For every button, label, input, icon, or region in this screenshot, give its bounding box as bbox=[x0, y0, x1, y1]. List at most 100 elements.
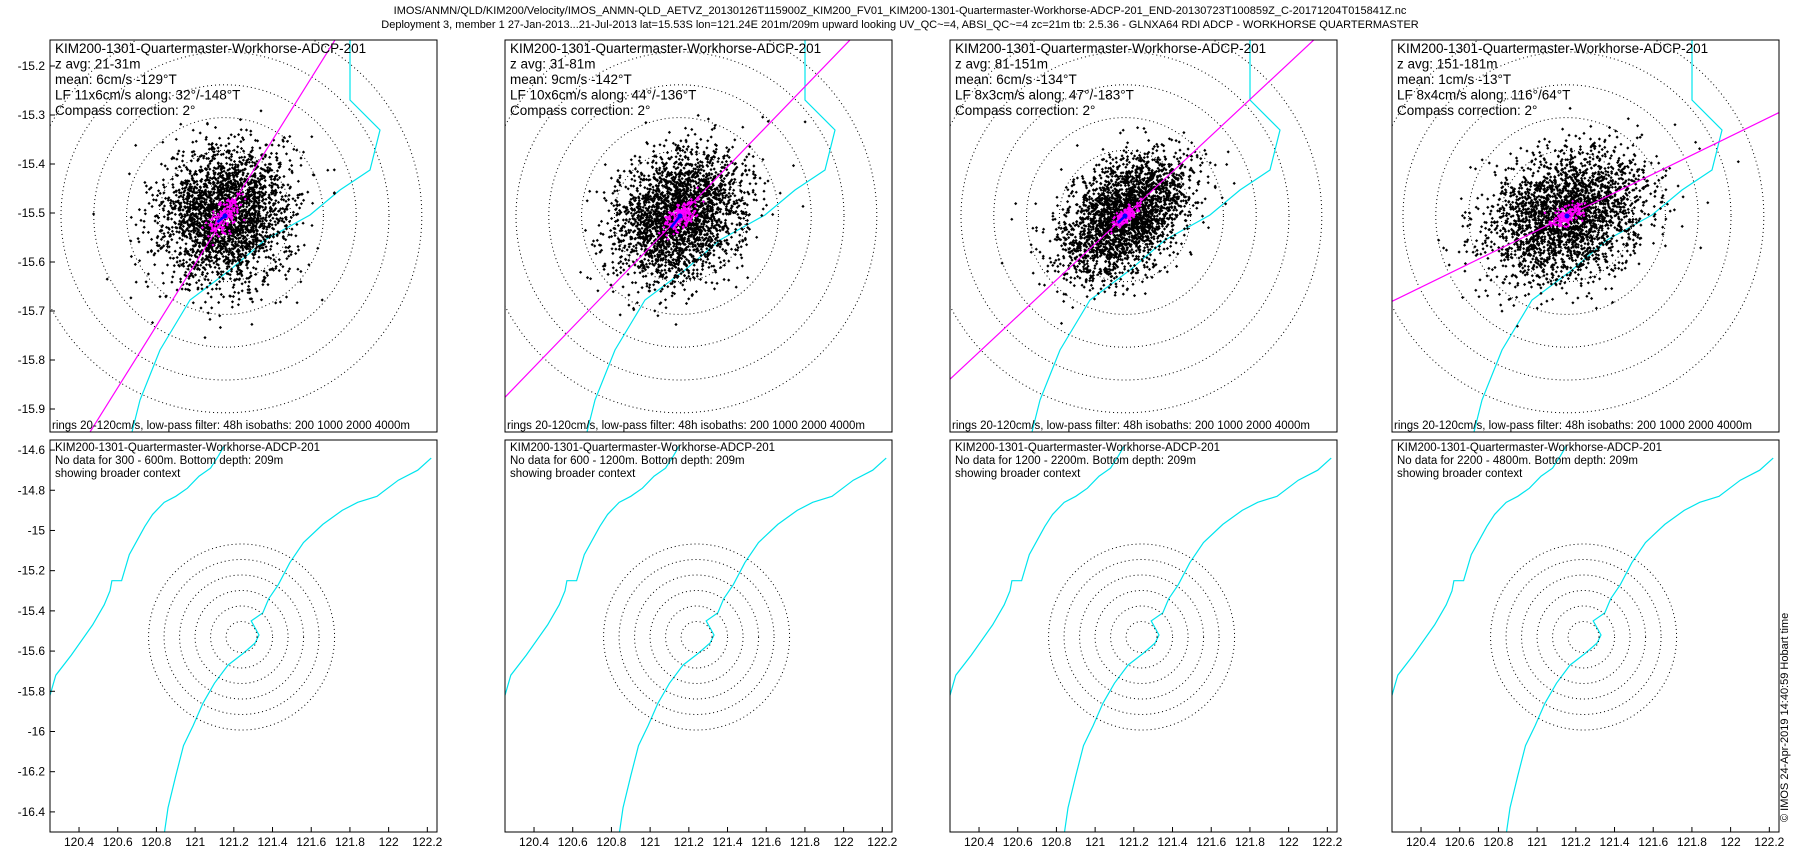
context-ring bbox=[634, 574, 760, 700]
axes-frame bbox=[949, 39, 1338, 433]
panel-footer-text: rings 20-120cm/s, low-pass filter: 48h i… bbox=[1394, 420, 1752, 432]
xtick-label: 121 bbox=[1527, 835, 1547, 849]
xtick-label: 120.8 bbox=[141, 835, 171, 849]
ytick-label: -15.8 bbox=[18, 353, 46, 367]
current-scatter-panel-1: KIM200-1301-Quartermaster-Workhorse-ADCP… bbox=[18, 39, 438, 433]
speed-ring-80 bbox=[1435, 84, 1699, 348]
xtick-label: 120.8 bbox=[596, 835, 626, 849]
context-ring bbox=[210, 605, 274, 669]
panel-title-line-1: KIM200-1301-Quartermaster-Workhorse-ADCP… bbox=[1397, 41, 1708, 56]
isobath-line bbox=[1473, 40, 1723, 432]
panel-title-line-3: mean: 9cm/s -142°T bbox=[510, 72, 632, 87]
xtick-label: 121 bbox=[640, 835, 660, 849]
panel-title-line-5: Compass correction: 2° bbox=[510, 103, 650, 118]
ytick-label: -16.4 bbox=[18, 805, 46, 819]
xtick-label: 121.4 bbox=[1158, 835, 1188, 849]
xtick-label: 120.4 bbox=[64, 835, 94, 849]
xtick-label: 121.6 bbox=[1196, 835, 1226, 849]
ytick-label: -15.4 bbox=[18, 604, 46, 618]
xtick-label: 120.4 bbox=[964, 835, 994, 849]
xtick-label: 121.8 bbox=[335, 835, 365, 849]
ytick-label: -15.6 bbox=[18, 644, 46, 658]
current-scatter-panel-3: KIM200-1301-Quartermaster-Workhorse-ADCP… bbox=[949, 39, 1338, 433]
xtick-label: 121.2 bbox=[674, 835, 704, 849]
context-ring bbox=[1505, 559, 1662, 716]
xtick-label: 121.8 bbox=[1677, 835, 1707, 849]
context-ring bbox=[1063, 559, 1220, 716]
panel-title-line-2: z avg: 151-181m bbox=[1397, 57, 1498, 72]
context-ring bbox=[649, 590, 744, 685]
ytick-label: -15.4 bbox=[18, 157, 46, 171]
ytick-label: -15.5 bbox=[18, 206, 46, 220]
panel-title-line-1: KIM200-1301-Quartermaster-Workhorse-ADCP… bbox=[55, 442, 320, 454]
isobath-line bbox=[586, 40, 836, 432]
current-scatter-panel-2: KIM200-1301-Quartermaster-Workhorse-ADCP… bbox=[504, 39, 893, 433]
panel-footer-text: rings 20-120cm/s, low-pass filter: 48h i… bbox=[52, 420, 410, 432]
panel-title-line-4: LF 8x3cm/s along: 47°/-133°T bbox=[955, 88, 1134, 103]
panel-title-line-1: KIM200-1301-Quartermaster-Workhorse-ADCP… bbox=[955, 41, 1266, 56]
panel-title-line-2: No data for 300 - 600m. Bottom depth: 20… bbox=[55, 455, 283, 467]
panel-title-line-1: KIM200-1301-Quartermaster-Workhorse-ADCP… bbox=[510, 41, 821, 56]
xtick-label: 122.2 bbox=[867, 835, 897, 849]
panel-footer-text: rings 20-120cm/s, low-pass filter: 48h i… bbox=[952, 420, 1310, 432]
xtick-label: 121.4 bbox=[1600, 835, 1630, 849]
panel-title-line-4: LF 11x6cm/s along: 32°/-148°T bbox=[55, 88, 240, 103]
panel-title-line-3: showing broader context bbox=[55, 468, 181, 480]
mean-point bbox=[1564, 213, 1570, 219]
ytick-label: -14.6 bbox=[18, 443, 46, 457]
panel-footer-text: rings 20-120cm/s, low-pass filter: 48h i… bbox=[507, 420, 865, 432]
xtick-label: 122.2 bbox=[412, 835, 442, 849]
panel-title-line-3: showing broader context bbox=[1397, 468, 1523, 480]
speed-ring-60 bbox=[126, 117, 324, 315]
speed-ring-120 bbox=[505, 40, 878, 414]
panel-title-line-1: KIM200-1301-Quartermaster-Workhorse-ADCP… bbox=[955, 442, 1220, 454]
speed-ring-40 bbox=[158, 149, 292, 283]
context-ring bbox=[1536, 590, 1631, 685]
ytick-label: -14.8 bbox=[18, 483, 46, 497]
axes-frame bbox=[504, 39, 893, 433]
context-ring bbox=[1094, 590, 1189, 685]
panel-title-line-3: mean: 6cm/s -134°T bbox=[955, 72, 1077, 87]
mean-point bbox=[677, 213, 683, 219]
xtick-label: 120.6 bbox=[1003, 835, 1033, 849]
ytick-label: -15.8 bbox=[18, 684, 46, 698]
xtick-label: 120.8 bbox=[1483, 835, 1513, 849]
speed-ring-120 bbox=[950, 40, 1323, 414]
context-map-panel-1: KIM200-1301-Quartermaster-Workhorse-ADCP… bbox=[18, 439, 443, 849]
panel-title-line-1: KIM200-1301-Quartermaster-Workhorse-ADCP… bbox=[55, 41, 366, 56]
panel-title-line-5: Compass correction: 2° bbox=[55, 103, 195, 118]
velocity-scatter-points bbox=[92, 109, 336, 340]
xtick-label: 121.2 bbox=[1561, 835, 1591, 849]
axes-frame bbox=[49, 439, 438, 833]
context-ring bbox=[680, 621, 713, 654]
xtick-label: 122 bbox=[379, 835, 399, 849]
speed-ring-60 bbox=[1026, 117, 1224, 315]
velocity-scatter-points bbox=[579, 113, 807, 327]
context-ring bbox=[665, 605, 729, 669]
context-map-panel-4: KIM200-1301-Quartermaster-Workhorse-ADCP… bbox=[1391, 439, 1785, 849]
current-scatter-panel-4: KIM200-1301-Quartermaster-Workhorse-ADCP… bbox=[1391, 39, 1780, 433]
coastline bbox=[505, 445, 680, 696]
xtick-label: 121.8 bbox=[790, 835, 820, 849]
isobath-line bbox=[131, 40, 381, 432]
panel-title-line-3: mean: 1cm/s -13°T bbox=[1397, 72, 1511, 87]
xtick-label: 120.6 bbox=[103, 835, 133, 849]
context-map-panel-2: KIM200-1301-Quartermaster-Workhorse-ADCP… bbox=[504, 439, 898, 849]
ytick-label: -15.9 bbox=[18, 402, 46, 416]
speed-ring-80 bbox=[93, 84, 357, 348]
panel-title-line-3: mean: 6cm/s -129°T bbox=[55, 72, 177, 87]
context-ring bbox=[1079, 574, 1205, 700]
panel-title-line-5: Compass correction: 2° bbox=[955, 103, 1095, 118]
xtick-label: 121 bbox=[1085, 835, 1105, 849]
header-title-line2: Deployment 3, member 1 27-Jan-2013...21-… bbox=[381, 19, 1419, 31]
xtick-label: 121.6 bbox=[751, 835, 781, 849]
axes-frame bbox=[504, 439, 893, 833]
xtick-label: 122 bbox=[1721, 835, 1741, 849]
axes-frame bbox=[49, 39, 438, 433]
axes-frame bbox=[1391, 439, 1780, 833]
ytick-label: -15.6 bbox=[18, 255, 46, 269]
speed-ring-120 bbox=[50, 40, 423, 414]
panel-title-line-5: Compass correction: 2° bbox=[1397, 103, 1537, 118]
xtick-label: 121.4 bbox=[258, 835, 288, 849]
panel-title-line-4: LF 8x4cm/s along: 116°/64°T bbox=[1397, 88, 1570, 103]
